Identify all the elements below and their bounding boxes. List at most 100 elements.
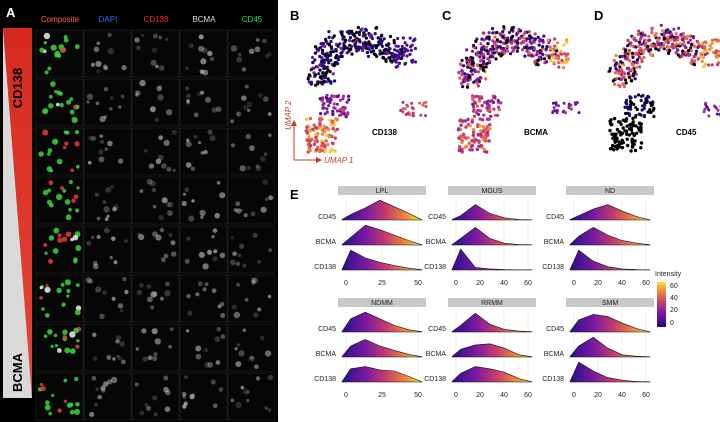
ridge-density-bcma [569, 336, 651, 358]
micrograph-tile [227, 176, 276, 225]
umap-marker-label: BCMA [524, 128, 548, 137]
ridge-plot-mgus: MGUS 0 20 40 60 CD45 BCMA CD138 [424, 186, 536, 287]
intensity-legend: Intensity 60 40 20 0 [655, 271, 682, 327]
bcma-gradient-wedge [3, 28, 32, 398]
x-tick-label: 0 [454, 280, 458, 287]
micrograph-tile [227, 78, 276, 127]
ridge-density-cd45 [451, 312, 533, 333]
x-tick-label: 0 [344, 280, 348, 287]
x-tick-label: 25 [378, 280, 386, 287]
micrograph-tile [179, 127, 228, 176]
ridge-row-label: CD138 [314, 376, 336, 383]
channel-labels: Composite DAPI CD138 BCMA CD45 [41, 15, 263, 24]
x-tick-label: 60 [642, 392, 650, 399]
channel-label-dapi: DAPI [99, 15, 118, 24]
micrograph-tile [83, 274, 132, 323]
ridge-plot-nd: ND 0 20 40 60 CD45 BCMA CD138 [542, 186, 654, 287]
x-tick-label: 60 [642, 280, 650, 287]
ridge-plot-rrmm: RRMM 0 20 40 60 CD45 BCMA CD138 [424, 298, 536, 399]
micrograph-tile [179, 323, 228, 372]
micrograph-tile [83, 78, 132, 127]
x-tick-label: 40 [500, 280, 508, 287]
ridge-density-cd138 [341, 366, 423, 383]
facet-strip-label: ND [605, 188, 615, 195]
ridge-density-cd138 [569, 249, 651, 271]
umap-plot-cd45: CD45 [607, 23, 720, 153]
umap-marker-label: CD45 [676, 128, 697, 137]
ridge-density-bcma [451, 227, 533, 246]
micrograph-tile [35, 176, 84, 225]
ridge-density-bcma [451, 343, 533, 358]
umap-y-arrowhead [291, 120, 297, 126]
ridge-row-label: CD138 [542, 264, 564, 271]
facet-strip-label: RRMM [481, 300, 503, 307]
ridge-row-label: CD45 [318, 214, 336, 221]
x-tick-label: 40 [618, 280, 626, 287]
ridge-row-label: CD138 [424, 376, 446, 383]
facet-strip-label: MGUS [482, 188, 503, 195]
micrograph-tile [83, 323, 132, 372]
ridge-density-cd45 [569, 314, 651, 333]
x-tick-label: 60 [524, 280, 532, 287]
ridge-plot-ndmm: NDMM 0 25 50 CD45 BCMA CD138 [314, 298, 426, 399]
ridge-row-label: CD45 [428, 214, 446, 221]
x-tick-label: 25 [378, 392, 386, 399]
micrograph-tile [179, 176, 228, 225]
micrograph-tile [131, 127, 180, 176]
channel-label-composite: Composite [41, 15, 80, 24]
ridge-row-label: CD45 [428, 326, 446, 333]
micrograph-tile [35, 127, 84, 176]
legend-title: Intensity [655, 271, 682, 278]
legend-colorbar [657, 282, 666, 327]
ridge-density-cd138 [341, 249, 423, 271]
micrograph-tile [227, 274, 276, 323]
ridge-row-label: CD138 [542, 376, 564, 383]
panel-d-label: D [594, 8, 603, 23]
umap-marker-label: CD138 [372, 128, 397, 137]
ridge-density-cd45 [341, 311, 423, 333]
channel-label-cd138: CD138 [144, 15, 169, 24]
ridge-plot-lpl: LPL 0 25 50 CD45 BCMA CD138 [314, 186, 426, 287]
x-tick-label: 20 [594, 392, 602, 399]
ridge-row-label: CD138 [424, 264, 446, 271]
micrograph-tile [227, 127, 276, 176]
micrograph-tile [131, 29, 180, 78]
micrograph-tile [131, 78, 180, 127]
ridge-density-cd45 [341, 199, 423, 221]
ridge-row-label: BCMA [426, 351, 447, 358]
micrograph-tile [131, 176, 180, 225]
ridge-row-label: BCMA [544, 239, 565, 246]
micrograph-tile [131, 225, 180, 274]
panel-e-label: E [290, 187, 299, 202]
x-tick-label: 50 [414, 392, 422, 399]
micrograph-tile [131, 323, 180, 372]
micrograph-tile [131, 372, 180, 421]
x-tick-label: 0 [454, 392, 458, 399]
channel-label-cd45: CD45 [242, 15, 263, 24]
legend-tick-40: 40 [670, 295, 678, 302]
umap-x-label: UMAP 1 [324, 156, 354, 165]
umap-plot-bcma: BCMA [456, 25, 581, 154]
ridge-row-label: BCMA [544, 351, 565, 358]
panel-c-label: C [442, 8, 452, 23]
micrograph-tile [83, 29, 132, 78]
micrograph-tile [35, 225, 84, 274]
micrograph-tile [83, 127, 132, 176]
micrograph-tile [227, 323, 276, 372]
x-tick-label: 20 [476, 280, 484, 287]
micrograph-tile [227, 372, 276, 421]
ridge-row-label: CD45 [546, 326, 564, 333]
micrograph-tile [179, 274, 228, 323]
micrograph-tile [35, 78, 84, 127]
x-tick-label: 40 [500, 392, 508, 399]
ridge-density-cd138 [451, 248, 533, 271]
x-tick-label: 50 [414, 280, 422, 287]
ridge-row-label: BCMA [316, 351, 337, 358]
micrograph-tile [83, 372, 132, 421]
panel-a-label: A [6, 5, 16, 20]
legend-tick-0: 0 [670, 320, 674, 327]
panel-b-label: B [290, 8, 299, 23]
micrograph-tile [83, 225, 132, 274]
micrograph-tile-grid [35, 29, 276, 421]
